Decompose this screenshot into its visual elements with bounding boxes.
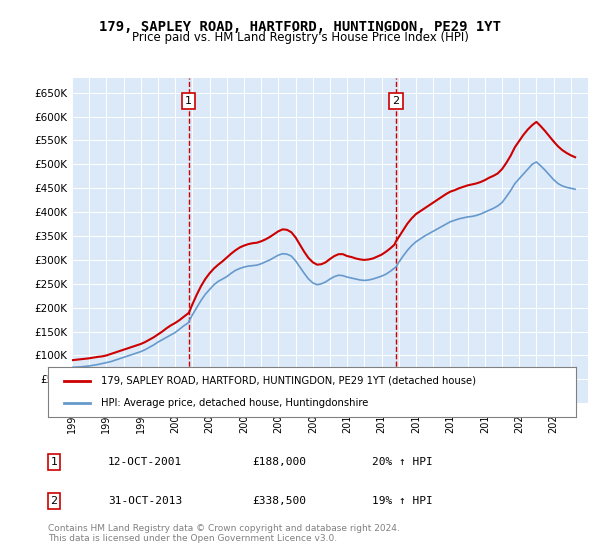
Text: 19% ↑ HPI: 19% ↑ HPI [372,496,433,506]
Text: 179, SAPLEY ROAD, HARTFORD, HUNTINGDON, PE29 1YT (detached house): 179, SAPLEY ROAD, HARTFORD, HUNTINGDON, … [101,376,476,386]
Text: £188,000: £188,000 [252,457,306,467]
Text: Contains HM Land Registry data © Crown copyright and database right 2024.
This d: Contains HM Land Registry data © Crown c… [48,524,400,543]
Text: 1: 1 [50,457,58,467]
Text: 1: 1 [185,96,192,106]
Text: 2: 2 [50,496,58,506]
Text: 179, SAPLEY ROAD, HARTFORD, HUNTINGDON, PE29 1YT: 179, SAPLEY ROAD, HARTFORD, HUNTINGDON, … [99,20,501,34]
Text: 20% ↑ HPI: 20% ↑ HPI [372,457,433,467]
Text: 2: 2 [392,96,400,106]
Text: £338,500: £338,500 [252,496,306,506]
Text: Price paid vs. HM Land Registry's House Price Index (HPI): Price paid vs. HM Land Registry's House … [131,31,469,44]
Text: HPI: Average price, detached house, Huntingdonshire: HPI: Average price, detached house, Hunt… [101,398,368,408]
Text: 12-OCT-2001: 12-OCT-2001 [108,457,182,467]
Text: 31-OCT-2013: 31-OCT-2013 [108,496,182,506]
